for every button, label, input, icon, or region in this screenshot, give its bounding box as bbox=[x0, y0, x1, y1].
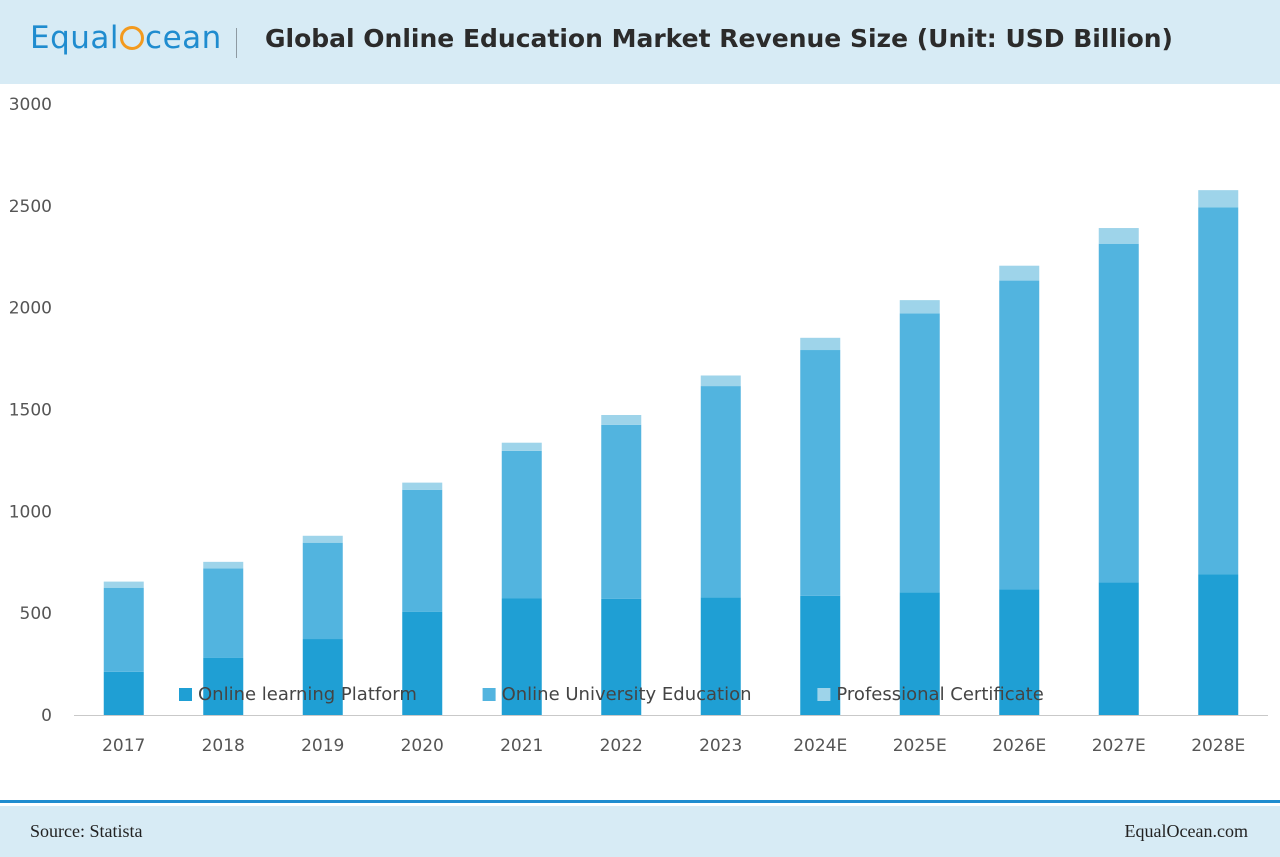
y-tick-label: 2500 bbox=[9, 197, 52, 217]
bar-segment bbox=[501, 450, 542, 599]
x-tick-label: 2024E bbox=[793, 736, 847, 756]
bar-segment bbox=[1198, 190, 1239, 208]
bar-segment bbox=[402, 611, 443, 715]
y-tick-label: 2000 bbox=[9, 299, 52, 319]
chart-title: Global Online Education Market Revenue S… bbox=[265, 24, 1173, 53]
bar-segment bbox=[1198, 574, 1239, 715]
equalocean-logo: Equal cean bbox=[30, 20, 222, 56]
y-tick-label: 1500 bbox=[9, 401, 52, 421]
y-tick-label: 500 bbox=[20, 604, 52, 624]
legend-swatch bbox=[817, 688, 831, 701]
bar-segment bbox=[103, 671, 144, 715]
y-tick-label: 0 bbox=[41, 706, 52, 726]
x-tick-label: 2017 bbox=[102, 736, 145, 756]
y-tick-label: 3000 bbox=[9, 95, 52, 115]
header-divider bbox=[236, 28, 237, 58]
bar-segment bbox=[800, 337, 841, 351]
bar-segment bbox=[700, 386, 741, 598]
bar-segment bbox=[203, 568, 244, 658]
bar-segment bbox=[999, 589, 1040, 715]
bar-segment bbox=[1098, 582, 1139, 715]
footer-bar: Source: Statista EqualOcean.com bbox=[0, 806, 1280, 857]
bar-segment bbox=[103, 587, 144, 672]
x-tick-label: 2028E bbox=[1191, 736, 1245, 756]
bar-segment bbox=[899, 300, 940, 314]
bar-segment bbox=[700, 597, 741, 715]
x-tick-label: 2022 bbox=[600, 736, 643, 756]
legend-label: Online learning Platform bbox=[198, 684, 417, 705]
y-tick-label: 1000 bbox=[9, 502, 52, 522]
x-tick-label: 2020 bbox=[401, 736, 444, 756]
x-tick-label: 2018 bbox=[202, 736, 245, 756]
bar-segment bbox=[1098, 228, 1139, 244]
bar-segment bbox=[302, 542, 343, 640]
x-tick-label: 2019 bbox=[301, 736, 344, 756]
bar-segment bbox=[501, 598, 542, 715]
footer-divider bbox=[0, 800, 1280, 803]
x-tick-label: 2027E bbox=[1092, 736, 1146, 756]
bar-segment bbox=[501, 442, 542, 451]
bar-segment bbox=[999, 280, 1040, 590]
x-tick-label: 2023 bbox=[699, 736, 742, 756]
bar-segment bbox=[1198, 207, 1239, 575]
site-link[interactable]: EqualOcean.com bbox=[1124, 821, 1248, 841]
bar-segment bbox=[203, 657, 244, 715]
logo-o-ring bbox=[120, 26, 145, 50]
legend-swatch bbox=[179, 688, 192, 701]
bar-segment bbox=[700, 375, 741, 387]
legend-swatch bbox=[482, 688, 496, 701]
bar-segment bbox=[999, 265, 1040, 281]
legend-label: Professional Certificate bbox=[836, 684, 1043, 705]
bar-segment bbox=[402, 482, 443, 490]
bar-segment bbox=[800, 350, 841, 596]
x-tick-label: 2026E bbox=[992, 736, 1046, 756]
x-tick-label: 2025E bbox=[893, 736, 947, 756]
chart-area: 0 500 1000 1500 2000 2500 3000 2017 2018 2019 2020… bbox=[9, 95, 1268, 756]
bar-segment bbox=[302, 639, 343, 715]
bar-segment bbox=[601, 414, 642, 425]
bar-segment bbox=[103, 581, 144, 588]
bar-segment bbox=[302, 535, 343, 543]
bar-segment bbox=[1098, 243, 1139, 583]
x-tick-label: 2021 bbox=[500, 736, 543, 756]
source-note: Source: Statista bbox=[30, 821, 143, 841]
legend-label: Online University Education bbox=[502, 684, 752, 705]
bar-segment bbox=[601, 598, 642, 715]
bar-segment bbox=[203, 561, 244, 569]
bar-segment bbox=[899, 313, 940, 593]
header-bar: Equal cean Global Online Education Market… bbox=[0, 0, 1280, 84]
bar-segment bbox=[402, 489, 443, 612]
bar-segment bbox=[601, 424, 642, 599]
bar-segment bbox=[899, 592, 940, 715]
